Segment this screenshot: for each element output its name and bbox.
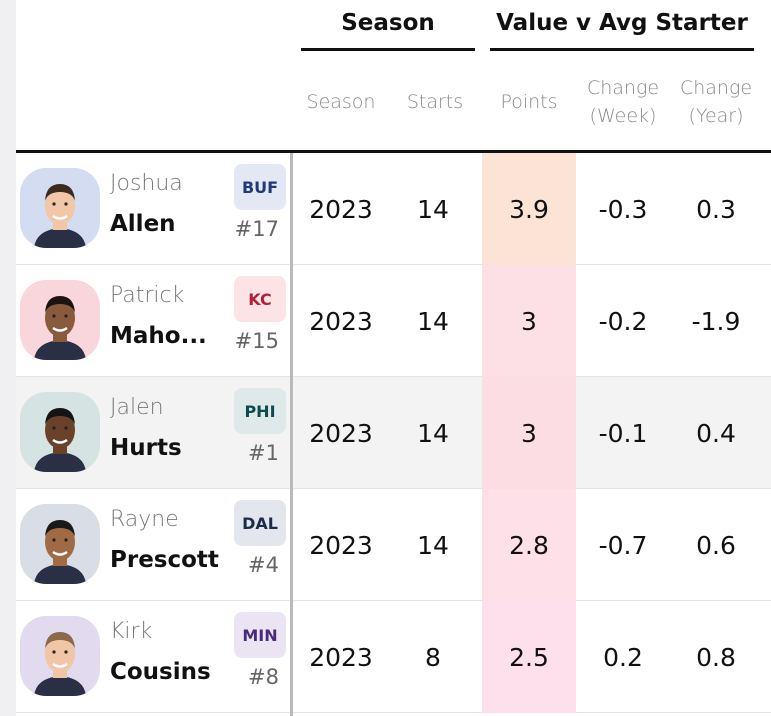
table-row[interactable]: Rayne Prescott DAL #4 2023 14 2.8 -0.7 0…: [16, 489, 771, 601]
player-headshot-icon: [20, 504, 100, 584]
jersey-number: #8: [248, 665, 279, 689]
change-week-cell: -0.7: [598, 530, 648, 560]
player-last-name[interactable]: Hurts: [110, 435, 182, 461]
group-underline-value: [490, 48, 754, 51]
points-cell: 3.9: [509, 194, 549, 224]
column-separator: [290, 153, 293, 716]
player-avatar[interactable]: [20, 616, 100, 696]
player-avatar[interactable]: [20, 392, 100, 472]
jersey-number: #15: [234, 329, 279, 353]
player-headshot-icon: [20, 168, 100, 248]
season-cell: 2023: [309, 530, 373, 560]
change-week-cell: 0.2: [603, 642, 643, 672]
change-year-cell: 0.4: [696, 418, 736, 448]
season-cell: 2023: [309, 418, 373, 448]
player-last-name[interactable]: Cousins: [110, 659, 211, 685]
team-badge: PHI: [234, 388, 286, 434]
player-first-name: Rayne: [110, 507, 179, 532]
season-cell: 2023: [309, 194, 373, 224]
season-cell: 2023: [309, 306, 373, 336]
points-highlight: [482, 153, 576, 265]
player-first-name: Patrick: [110, 283, 185, 308]
left-gutter: [0, 0, 16, 716]
points-cell: 3: [521, 306, 537, 336]
column-header-starts[interactable]: Starts: [406, 90, 464, 113]
points-cell: 3: [521, 418, 537, 448]
player-avatar[interactable]: [20, 504, 100, 584]
team-badge: MIN: [234, 612, 286, 658]
table-row[interactable]: Joshua Allen BUF #17 2023 14 3.9 -0.3 0.…: [16, 153, 771, 265]
starts-cell: 14: [417, 530, 449, 560]
player-last-name[interactable]: Allen: [110, 211, 176, 237]
jersey-number: #17: [234, 217, 279, 241]
column-header-change-year[interactable]: Change (Year): [679, 76, 753, 128]
starts-cell: 14: [417, 418, 449, 448]
player-first-name: Jalen: [110, 395, 164, 420]
header-rule: [16, 150, 771, 153]
player-headshot-icon: [20, 616, 100, 696]
jersey-number: #4: [248, 553, 279, 577]
player-headshot-icon: [20, 280, 100, 360]
points-highlight: [482, 265, 576, 377]
starts-cell: 8: [425, 642, 441, 672]
starts-cell: 14: [417, 194, 449, 224]
change-year-cell: -1.9: [691, 306, 741, 336]
points-highlight: [482, 377, 576, 489]
group-underline-season: [301, 48, 475, 51]
change-year-cell: 0.3: [696, 194, 736, 224]
points-highlight: [482, 489, 576, 601]
player-avatar[interactable]: [20, 280, 100, 360]
season-cell: 2023: [309, 642, 373, 672]
column-header-season[interactable]: Season: [306, 90, 376, 113]
change-week-cell: -0.2: [598, 306, 648, 336]
player-last-name[interactable]: Maho...: [110, 323, 207, 349]
jersey-number: #1: [248, 441, 279, 465]
points-highlight: [482, 601, 576, 713]
column-header-change-week[interactable]: Change (Week): [586, 76, 660, 128]
table-row[interactable]: Jalen Hurts PHI #1 2023 14 3 -0.1 0.4: [16, 377, 771, 489]
player-avatar[interactable]: [20, 168, 100, 248]
team-badge: BUF: [234, 164, 286, 210]
player-last-name[interactable]: Prescott: [110, 547, 219, 573]
group-title-season: Season: [341, 10, 435, 36]
team-badge: KC: [234, 276, 286, 322]
column-header-points[interactable]: Points: [500, 90, 558, 113]
group-title-value: Value v Avg Starter: [496, 10, 748, 36]
table-row[interactable]: Patrick Maho... KC #15 2023 14 3 -0.2 -1…: [16, 265, 771, 377]
player-first-name: Joshua: [110, 171, 183, 196]
table-row[interactable]: Kirk Cousins MIN #8 2023 8 2.5 0.2 0.8: [16, 601, 771, 713]
starts-cell: 14: [417, 306, 449, 336]
change-week-cell: -0.1: [598, 418, 648, 448]
player-headshot-icon: [20, 392, 100, 472]
points-cell: 2.8: [509, 530, 549, 560]
change-year-cell: 0.8: [696, 642, 736, 672]
points-cell: 2.5: [509, 642, 549, 672]
change-year-cell: 0.6: [696, 530, 736, 560]
player-first-name: Kirk: [110, 619, 153, 644]
change-week-cell: -0.3: [598, 194, 648, 224]
team-badge: DAL: [234, 500, 286, 546]
